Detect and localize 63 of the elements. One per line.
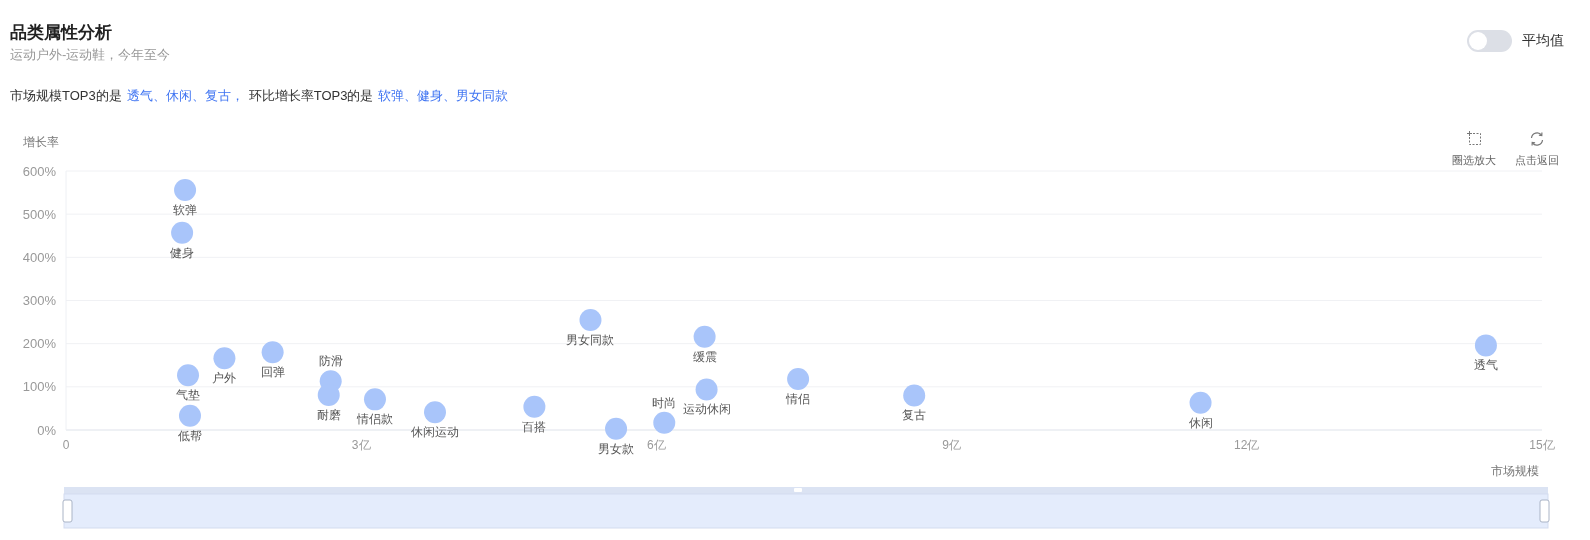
chart-title: 品类属性分析	[10, 23, 112, 42]
text: 市场规模TOP3的是	[10, 88, 122, 103]
x-tick-label: 6亿	[647, 437, 666, 452]
text: 环比增长率TOP3的是	[248, 88, 374, 103]
data-label: 户外	[212, 371, 237, 386]
data-label: 气垫	[176, 388, 201, 403]
data-label: 透气	[1473, 358, 1498, 373]
data-label: 防滑	[318, 354, 343, 369]
data-label: 男女同款	[566, 332, 615, 347]
point	[653, 411, 676, 434]
point	[693, 325, 716, 348]
x-tick-label: 3亿	[351, 437, 371, 452]
point	[261, 341, 284, 364]
x-tick-label: 9亿	[942, 437, 961, 452]
data-label: 男女款	[598, 441, 635, 456]
point	[1189, 391, 1212, 414]
point	[1474, 334, 1497, 357]
text: 圈选放大	[1452, 154, 1496, 166]
data-label: 情侣	[785, 392, 811, 407]
y-tick-label: 500%	[22, 206, 57, 222]
x-tick-label: 12亿	[1234, 437, 1260, 452]
y-tick-label: 600%	[22, 163, 57, 179]
y-axis-title: 增长率	[23, 135, 59, 149]
y-tick-label: 0%	[37, 422, 57, 438]
data-label: 耐磨	[316, 408, 341, 423]
point	[605, 417, 628, 440]
text: 透气、休闲、复古，	[126, 88, 244, 103]
point	[178, 404, 201, 427]
data-label: 低帮	[177, 428, 202, 443]
point	[171, 221, 194, 244]
data-label: 百搭	[522, 419, 547, 434]
point	[579, 308, 602, 331]
data-label: 运动休闲	[682, 402, 731, 417]
data-label: 缓震	[692, 349, 717, 364]
point	[903, 384, 926, 407]
x-tick-label: 15亿	[1529, 437, 1555, 452]
y-tick-label: 200%	[22, 336, 57, 352]
data-label: 休闲运动	[411, 425, 459, 440]
text: 点击返回	[1515, 154, 1559, 166]
text: 软弹、健身、男女同款	[378, 88, 509, 103]
point	[363, 388, 386, 411]
y-tick-label: 400%	[22, 249, 57, 265]
data-label: 休闲	[1188, 415, 1213, 430]
point	[317, 384, 340, 407]
x-axis-title: 市场规模	[1491, 464, 1539, 478]
data-label: 软弹	[173, 202, 198, 217]
data-label: 时尚	[652, 395, 677, 410]
data-label: 健身	[170, 245, 195, 260]
data-label: 复古	[902, 408, 927, 423]
data-label: 回弹	[260, 365, 285, 380]
y-tick-label: 100%	[22, 379, 57, 395]
y-tick-label: 300%	[22, 293, 57, 309]
point	[174, 178, 197, 201]
data-label: 情侣款	[355, 412, 393, 427]
point	[424, 401, 446, 424]
x-tick-label: 0	[62, 437, 70, 452]
point	[695, 378, 718, 401]
point	[213, 347, 236, 370]
point	[523, 395, 546, 418]
point	[787, 368, 810, 391]
point	[177, 364, 200, 387]
chart-subtitle: 运动户外-运动鞋，今年至今	[10, 47, 171, 62]
text: 平均值	[1522, 32, 1564, 48]
